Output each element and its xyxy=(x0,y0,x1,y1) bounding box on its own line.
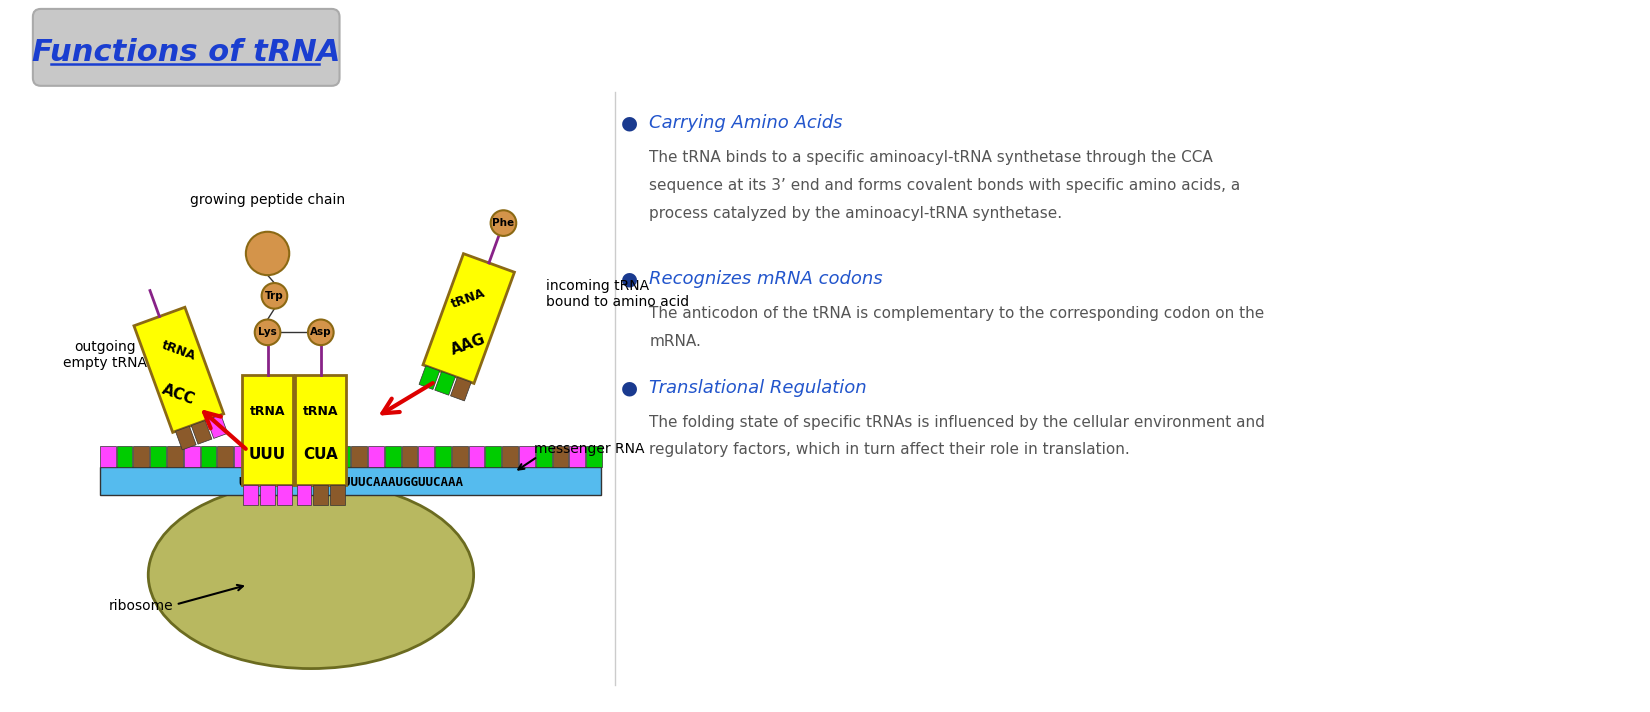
Bar xyxy=(295,375,346,485)
Text: process catalyzed by the aminoacyl-tRNA synthetase.: process catalyzed by the aminoacyl-tRNA … xyxy=(648,206,1063,221)
Text: ●: ● xyxy=(620,270,639,288)
Bar xyxy=(384,446,401,467)
Circle shape xyxy=(254,320,280,345)
Text: ●: ● xyxy=(620,378,639,397)
Bar xyxy=(251,446,267,467)
Polygon shape xyxy=(314,485,328,505)
Bar xyxy=(586,446,602,467)
Text: regulatory factors, which in turn affect their role in translation.: regulatory factors, which in turn affect… xyxy=(648,442,1130,457)
Bar xyxy=(300,446,317,467)
Text: CUA: CUA xyxy=(304,447,338,462)
Text: incoming tRNA
bound to amino acid: incoming tRNA bound to amino acid xyxy=(546,279,688,309)
Bar xyxy=(502,446,518,467)
Bar xyxy=(536,446,551,467)
Text: tRNA: tRNA xyxy=(160,339,198,363)
Polygon shape xyxy=(206,415,228,439)
Text: growing peptide chain: growing peptide chain xyxy=(190,193,345,207)
Text: tRNA: tRNA xyxy=(249,405,285,418)
Text: ACC: ACC xyxy=(160,382,198,408)
Bar xyxy=(150,446,167,467)
Text: The tRNA binds to a specific aminoacyl-tRNA synthetase through the CCA: The tRNA binds to a specific aminoacyl-t… xyxy=(648,150,1213,165)
Text: messenger RNA: messenger RNA xyxy=(535,441,644,456)
Bar xyxy=(117,446,132,467)
Bar xyxy=(422,253,515,383)
Bar xyxy=(368,446,384,467)
Bar xyxy=(167,446,183,467)
Polygon shape xyxy=(244,485,257,505)
Polygon shape xyxy=(436,372,455,395)
Text: Trp: Trp xyxy=(266,290,284,301)
Circle shape xyxy=(262,283,287,309)
FancyBboxPatch shape xyxy=(33,9,340,86)
Bar xyxy=(452,446,467,467)
Text: The folding state of specific tRNAs is influenced by the cellular environment an: The folding state of specific tRNAs is i… xyxy=(648,414,1266,429)
Text: tRNA: tRNA xyxy=(304,405,338,418)
Text: Phe: Phe xyxy=(492,218,515,228)
Text: mRNA.: mRNA. xyxy=(648,334,701,349)
Bar xyxy=(183,446,200,467)
Bar xyxy=(201,446,216,467)
Bar xyxy=(267,446,284,467)
Text: Asp: Asp xyxy=(310,328,332,337)
Polygon shape xyxy=(297,485,312,505)
Bar xyxy=(101,467,601,495)
Text: tRNA: tRNA xyxy=(450,287,488,311)
Text: outgoing
empty tRNA: outgoing empty tRNA xyxy=(63,340,147,370)
Circle shape xyxy=(309,320,333,345)
Text: Recognizes mRNA codons: Recognizes mRNA codons xyxy=(648,270,883,288)
Text: UUU: UUU xyxy=(249,447,285,462)
Bar xyxy=(469,446,485,467)
Bar xyxy=(101,446,116,467)
Text: AAG: AAG xyxy=(449,332,488,358)
Polygon shape xyxy=(330,485,345,505)
Bar xyxy=(485,446,502,467)
Bar xyxy=(436,446,450,467)
Text: Translational Regulation: Translational Regulation xyxy=(648,379,866,397)
Bar xyxy=(134,308,224,432)
Text: The anticodon of the tRNA is complementary to the corresponding codon on the: The anticodon of the tRNA is complementa… xyxy=(648,306,1264,321)
Bar xyxy=(553,446,568,467)
Bar xyxy=(401,446,417,467)
Text: Lys: Lys xyxy=(257,328,277,337)
Text: UGGAAAUGGAAAGAUUUCAAAUGGUUCAAA: UGGAAAUGGAAAGAUUUCAAAUGGUUCAAA xyxy=(238,476,464,488)
Text: ribosome: ribosome xyxy=(109,600,173,614)
Bar xyxy=(234,446,249,467)
Bar xyxy=(318,446,333,467)
Circle shape xyxy=(490,210,516,236)
Bar xyxy=(335,446,350,467)
Polygon shape xyxy=(191,421,211,444)
Bar xyxy=(284,446,300,467)
Polygon shape xyxy=(450,377,472,401)
Polygon shape xyxy=(261,485,276,505)
Bar xyxy=(134,446,148,467)
Text: sequence at its 3’ end and forms covalent bonds with specific amino acids, a: sequence at its 3’ end and forms covalen… xyxy=(648,178,1241,193)
Bar xyxy=(520,446,535,467)
Bar xyxy=(351,446,368,467)
Text: Functions of tRNA: Functions of tRNA xyxy=(31,38,340,67)
Polygon shape xyxy=(277,485,292,505)
Ellipse shape xyxy=(148,481,474,669)
Bar xyxy=(243,375,294,485)
Bar xyxy=(419,446,434,467)
Bar xyxy=(218,446,233,467)
Text: ●: ● xyxy=(620,114,639,133)
Polygon shape xyxy=(175,426,196,450)
Polygon shape xyxy=(419,366,439,389)
Text: Carrying Amino Acids: Carrying Amino Acids xyxy=(648,115,843,132)
Bar xyxy=(569,446,586,467)
Circle shape xyxy=(246,232,289,275)
